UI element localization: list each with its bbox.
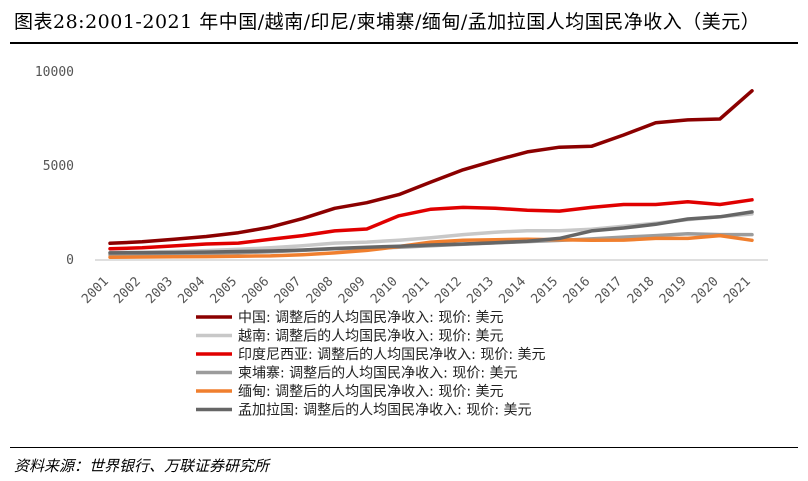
title-divider (10, 42, 798, 44)
x-tick-label: 2004 (175, 274, 208, 307)
x-tick-label: 2013 (464, 274, 497, 307)
x-tick-label: 2021 (721, 274, 754, 307)
x-tick-label: 2005 (207, 274, 240, 307)
x-tick-label: 2001 (79, 274, 112, 307)
x-tick-label: 2002 (111, 274, 144, 307)
legend-label: 印度尼西亚: 调整后的人均国民净收入: 现价: 美元 (238, 347, 546, 363)
x-tick-label: 2014 (496, 274, 529, 307)
series-line-6 (108, 210, 754, 255)
y-tick-label: 5000 (43, 159, 74, 174)
series-line-5 (108, 233, 754, 259)
legend-label: 柬埔寨: 调整后的人均国民净收入: 现价: 美元 (238, 365, 518, 382)
legend-label: 缅甸: 调整后的人均国民净收入: 现价: 美元 (238, 384, 504, 400)
legend-label: 孟加拉国: 调整后的人均国民净收入: 现价: 美元 (238, 403, 532, 419)
legend-label: 越南: 调整后的人均国民净收入: 现价: 美元 (238, 329, 504, 345)
x-tick-label: 2012 (432, 274, 465, 307)
series-line-1 (108, 89, 754, 246)
x-tick-label: 2003 (143, 274, 176, 307)
x-tick-label: 2009 (336, 274, 369, 307)
x-tick-label: 2016 (561, 274, 594, 307)
x-tick-label: 2007 (272, 274, 305, 307)
y-tick-label: 10000 (35, 65, 74, 80)
x-tick-label: 2011 (400, 274, 433, 307)
x-tick-label: 2008 (304, 274, 337, 307)
source-divider (10, 447, 798, 448)
x-tick-label: 2006 (240, 274, 273, 307)
x-tick-label: 2010 (368, 274, 401, 307)
x-tick-label: 2018 (625, 274, 658, 307)
legend-label: 中国: 调整后的人均国民净收入: 现价: 美元 (238, 310, 504, 326)
series-line-3 (108, 198, 754, 251)
source-note: 资料来源：世界银行、万联证券研究所 (14, 457, 270, 475)
x-tick-label: 2020 (689, 274, 722, 307)
x-tick-label: 2019 (657, 274, 690, 307)
x-tick-label: 2015 (528, 274, 561, 307)
chart-title: 图表28:2001-2021 年中国/越南/印尼/柬埔寨/缅甸/孟加拉国人均国民… (14, 11, 761, 33)
y-tick-label: 0 (66, 253, 74, 268)
x-tick-label: 2017 (593, 274, 626, 307)
